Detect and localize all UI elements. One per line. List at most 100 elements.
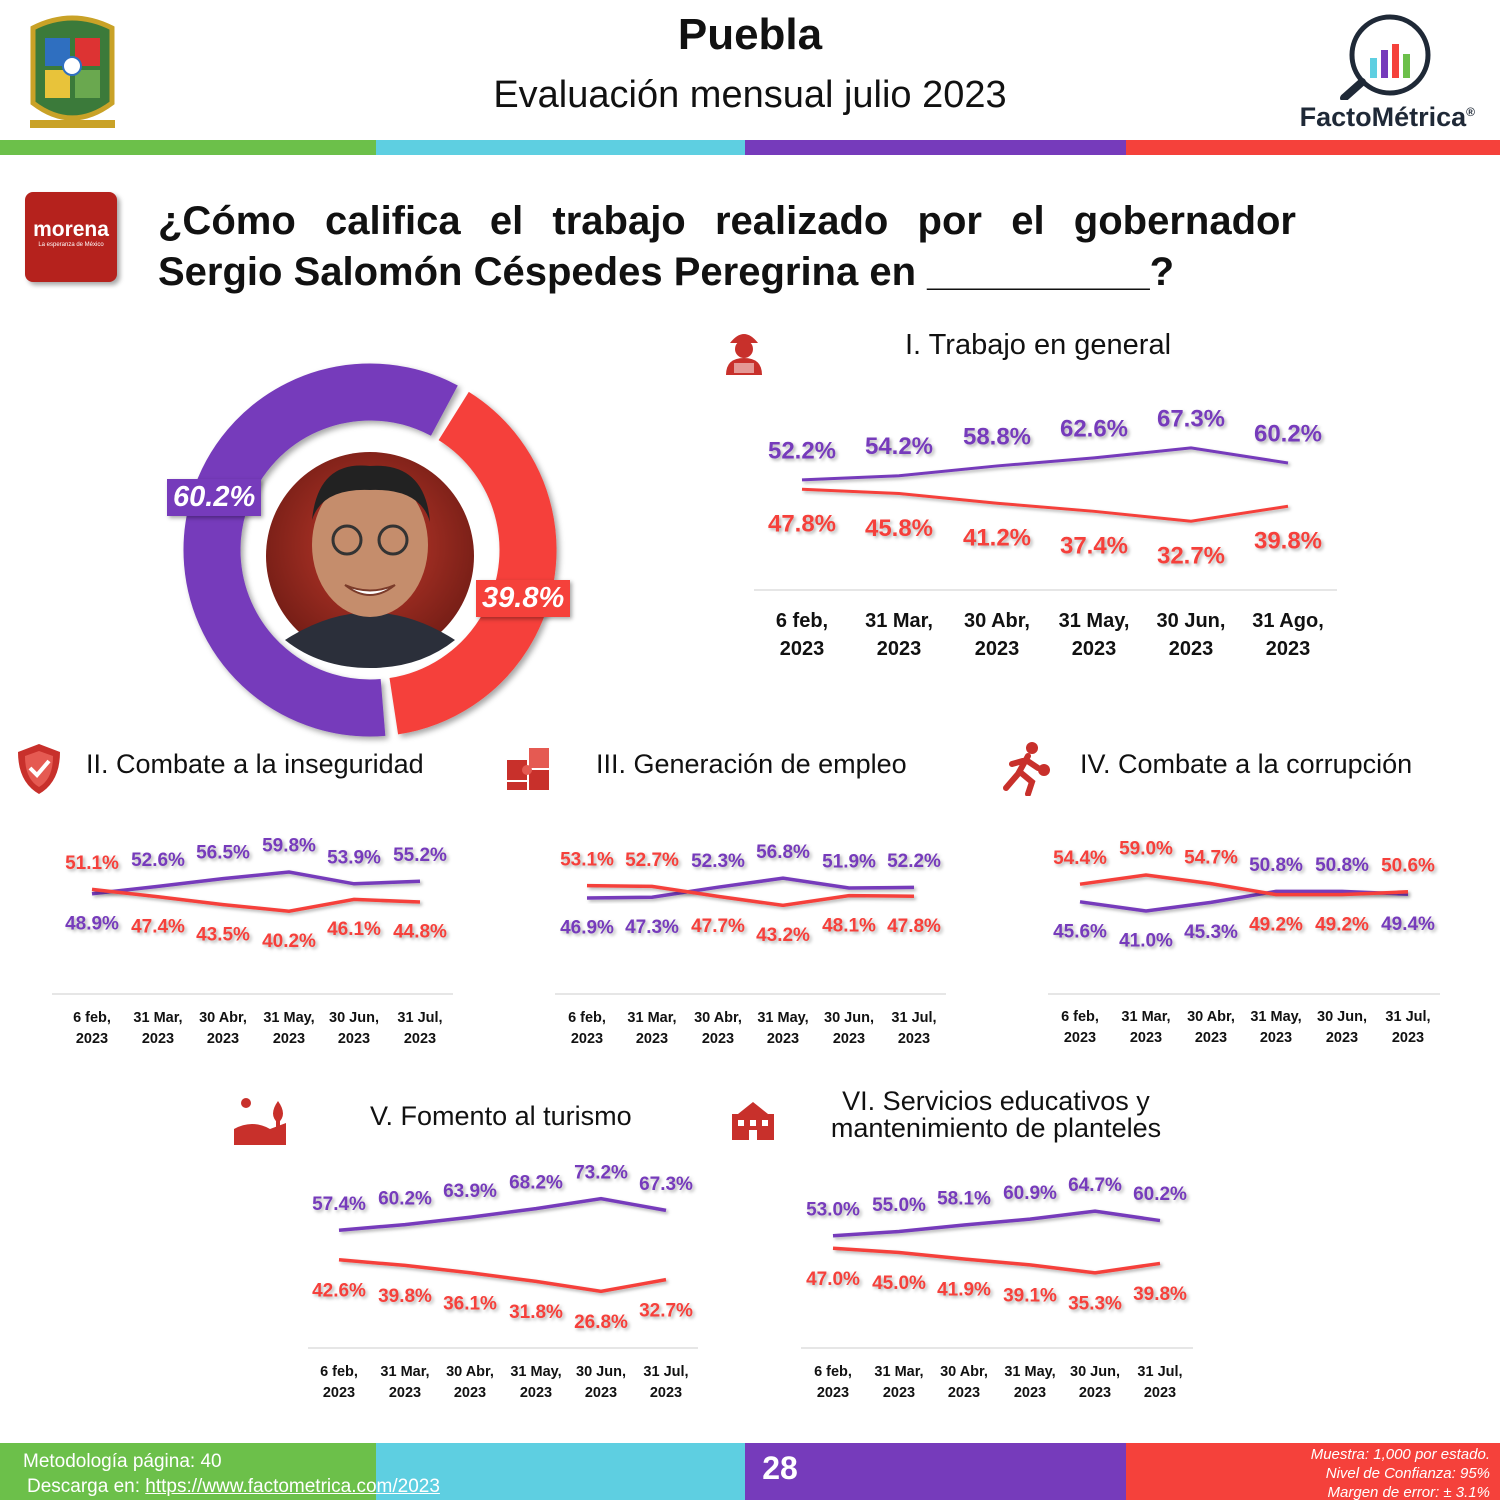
- running-man-icon: [998, 740, 1052, 801]
- data-label: 47.3%: [625, 917, 679, 938]
- data-label: 49.2%: [1249, 914, 1303, 935]
- data-label: 36.1%: [443, 1293, 497, 1314]
- data-label: 54.7%: [1184, 847, 1238, 868]
- x-tick-label: 2023: [338, 1031, 370, 1047]
- data-labels: 57.4% 60.2% 63.9% 68.2% 73.2% 67.3% 42.6% 39.8%…: [312, 1162, 693, 1333]
- data-label: 35.3%: [1068, 1294, 1122, 1315]
- series-line-purple: [586, 876, 915, 900]
- data-label: 57.4%: [312, 1194, 366, 1215]
- x-tick-label: 2023: [1326, 1030, 1358, 1046]
- data-label: 43.5%: [196, 924, 250, 945]
- x-tick-label: 31 May,: [263, 1010, 314, 1026]
- state-coat-of-arms: [25, 8, 120, 133]
- data-label: 52.7%: [625, 850, 679, 871]
- footer-cyan: [376, 1443, 745, 1500]
- x-tick-label: 31 Mar,: [874, 1364, 923, 1380]
- section-title-6-line-2: mantenimiento de planteles: [830, 1113, 1162, 1143]
- download-link[interactable]: https://www.factometrica.com/2023: [145, 1476, 440, 1497]
- party-name: morena: [33, 218, 109, 241]
- x-tick-label: 31 May,: [757, 1010, 808, 1026]
- registered-mark: ®: [1466, 105, 1475, 119]
- x-tick-label: 2023: [636, 1031, 668, 1047]
- line-chart-4: 45.6% 41.0% 45.3% 50.8% 50.8% 49.4% 54.4% 59.0%…: [1048, 839, 1440, 1046]
- x-tick-label: 2023: [520, 1385, 552, 1401]
- x-tick-label: 2023: [702, 1031, 734, 1047]
- data-label: 54.4%: [1053, 848, 1107, 869]
- section-title-3: III. Generación de empleo: [596, 749, 907, 779]
- data-label: 60.9%: [1003, 1183, 1057, 1204]
- data-label: 55.0%: [872, 1195, 926, 1216]
- donut-approve-label: 60.2%: [167, 479, 262, 516]
- survey-question: ¿Cómo califica el trabajo realizado por …: [158, 196, 1296, 298]
- x-tick-label: 31 Mar,: [380, 1364, 429, 1380]
- stripe-cyan: [376, 140, 745, 155]
- x-tick-label: 2023: [454, 1385, 486, 1401]
- x-tick-label: 31 Mar,: [627, 1010, 676, 1026]
- governor-photo: [266, 452, 474, 668]
- series-line-red: [586, 883, 915, 908]
- section-title-1: I. Trabajo en general: [905, 329, 1172, 361]
- data-label: 51.9%: [822, 852, 876, 873]
- x-tick-label: 2023: [1130, 1030, 1162, 1046]
- footer-green: [0, 1443, 376, 1500]
- series-line-red: [91, 887, 421, 913]
- x-tick-label: 2023: [1079, 1385, 1111, 1401]
- puzzle-icon: [505, 746, 551, 797]
- series-line-red: [832, 1246, 1161, 1275]
- shield-icon: [16, 742, 62, 801]
- data-label: 41.0%: [1119, 931, 1173, 952]
- data-labels: 53.0% 55.0% 58.1% 60.9% 64.7% 60.2% 47.0% 45.0%…: [806, 1175, 1187, 1315]
- series-line-purple: [832, 1209, 1161, 1238]
- data-label: 39.8%: [378, 1286, 432, 1307]
- data-label: 53.9%: [327, 847, 381, 868]
- data-label: 50.6%: [1381, 855, 1435, 876]
- x-tick-label: 2023: [1014, 1385, 1046, 1401]
- x-tick-label: 6 feb,: [320, 1364, 358, 1380]
- question-line-2: Sergio Salomón Céspedes Peregrina en ___…: [158, 250, 1175, 294]
- x-tick-label: 2023: [780, 638, 825, 660]
- data-label: 43.2%: [756, 925, 810, 946]
- x-tick-label: 2023: [389, 1385, 421, 1401]
- data-label: 73.2%: [574, 1162, 628, 1183]
- x-tick-label: 31 Jul,: [1385, 1009, 1430, 1025]
- footer-purple: [745, 1443, 1126, 1500]
- data-label: 47.8%: [768, 511, 836, 538]
- line-chart-3: 46.9% 47.3% 52.3% 56.8% 51.9% 52.2% 53.1% 52.7%…: [555, 842, 946, 1047]
- page-number: 28: [762, 1450, 798, 1486]
- data-label: 59.8%: [262, 836, 316, 857]
- line-chart-2: 48.9% 52.6% 56.5% 59.8% 53.9% 55.2% 51.1% 47.4%…: [52, 836, 453, 1047]
- line-chart-1: 52.2% 54.2% 58.8% 62.6% 67.3% 60.2% 47.8% 45.8%…: [754, 405, 1337, 660]
- section-title-2: II. Combate a la inseguridad: [86, 749, 424, 779]
- data-label: 49.4%: [1381, 914, 1435, 935]
- x-tick-label: 30 Jun,: [824, 1010, 874, 1026]
- x-tick-label: 31 May,: [1059, 610, 1130, 632]
- x-tick-label: 2023: [877, 638, 922, 660]
- data-label: 58.8%: [963, 423, 1031, 450]
- footer-red: [1126, 1443, 1500, 1500]
- brand-name: FactoMétrica®: [1300, 102, 1475, 133]
- x-tick-label: 2023: [948, 1385, 980, 1401]
- data-label: 47.4%: [131, 916, 185, 937]
- x-tick-label: 2023: [585, 1385, 617, 1401]
- data-label: 68.2%: [509, 1172, 563, 1193]
- donut-segment-approve: [183, 363, 557, 737]
- data-labels: 52.2% 54.2% 58.8% 62.6% 67.3% 60.2% 47.8% 45.8%…: [768, 405, 1322, 569]
- data-label: 60.2%: [378, 1188, 432, 1209]
- data-label: 40.2%: [262, 931, 316, 952]
- series-line-purple: [338, 1196, 667, 1232]
- data-label: 46.9%: [560, 918, 614, 939]
- morena-logo: morena La esperanza de México: [25, 192, 117, 282]
- data-labels: 46.9% 47.3% 52.3% 56.8% 51.9% 52.2% 53.1% 52.7%…: [560, 842, 941, 946]
- x-tick-label: 30 Abr,: [1187, 1009, 1235, 1025]
- data-label: 67.3%: [639, 1174, 693, 1195]
- x-tick-label: 2023: [571, 1031, 603, 1047]
- data-label: 52.2%: [768, 437, 836, 464]
- data-label: 59.0%: [1119, 839, 1173, 860]
- data-label: 32.7%: [639, 1300, 693, 1321]
- data-label: 39.1%: [1003, 1286, 1057, 1307]
- school-icon: [728, 1100, 778, 1147]
- data-label: 26.8%: [574, 1312, 628, 1333]
- x-tick-label: 2023: [76, 1031, 108, 1047]
- x-tick-label: 31 Mar,: [865, 610, 933, 632]
